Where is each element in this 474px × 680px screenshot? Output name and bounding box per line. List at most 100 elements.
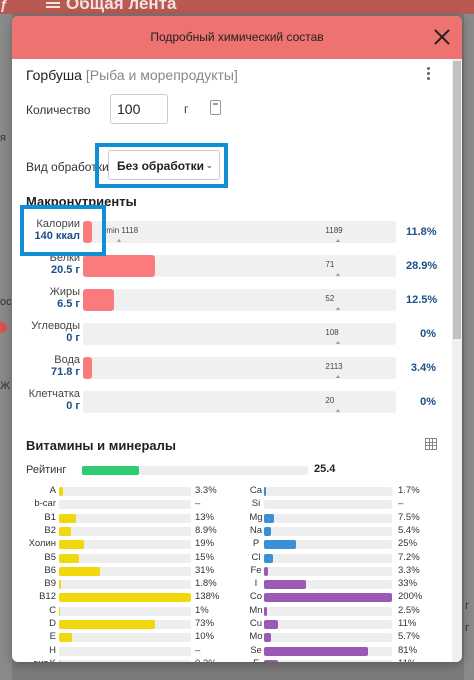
mineral-name: I — [254, 578, 258, 590]
mineral-bar — [264, 580, 392, 590]
more-options-icon[interactable] — [426, 67, 432, 81]
background-text: ос — [0, 296, 12, 308]
vitamin-percent: 73% — [195, 618, 215, 629]
macro-percent: 11.8% — [406, 226, 437, 238]
vitamin-bar-fill — [59, 540, 85, 550]
vitamin-name: B12 — [39, 591, 56, 603]
mineral-percent: 25% — [398, 538, 418, 550]
vitamin-name: H — [49, 644, 56, 656]
mineral-percent: 81% — [398, 644, 418, 656]
macro-percent: 0% — [420, 328, 436, 340]
macro-bar-fill — [83, 289, 115, 311]
processing-select[interactable]: Без обработки ⌄ — [108, 150, 220, 180]
mineral-bar-fill — [264, 513, 274, 523]
macro-tick-label: 71 — [325, 260, 335, 269]
background-left-panel — [0, 14, 12, 680]
background-text: г — [465, 622, 470, 634]
macro-tick-label: 1189 — [325, 226, 343, 235]
vitamin-percent: 15% — [195, 551, 215, 563]
vitamin-name: B2 — [44, 524, 56, 536]
scrollbar-thumb[interactable] — [453, 61, 461, 339]
processing-label: Вид обработки — [26, 160, 109, 174]
processing-value: Без обработки — [117, 159, 205, 173]
background-text: Ж — [0, 380, 11, 392]
background-text: я — [0, 132, 6, 144]
macro-value: 0 г — [66, 332, 80, 344]
mineral-bar — [264, 659, 392, 662]
mineral-percent: 5.7% — [398, 631, 420, 643]
mineral-percent: 7.2% — [398, 551, 420, 563]
macro-percent: 12.5% — [406, 294, 438, 306]
close-icon[interactable] — [430, 25, 454, 49]
quantity-input[interactable]: 100 — [110, 94, 168, 124]
vitamin-name: C — [49, 604, 56, 616]
macro-tick-marker — [336, 341, 341, 344]
vitamin-percent: 138% — [195, 591, 220, 603]
mineral-bar-fill — [264, 659, 279, 662]
macro-name: Калории — [36, 218, 80, 230]
macro-bar-fill — [83, 255, 155, 277]
vitamin-bar — [59, 553, 191, 563]
vitamin-name: B1 — [44, 511, 56, 523]
mineral-percent: – — [398, 498, 404, 510]
macro-tick-marker — [336, 409, 341, 412]
rating-fill — [82, 466, 139, 475]
vitamin-bar — [59, 606, 191, 616]
mineral-bar — [264, 553, 392, 563]
mineral-name: Ca — [249, 485, 263, 496]
menu-icon[interactable] — [46, 0, 60, 8]
macro-tick-marker — [117, 239, 122, 242]
macro-tick-label: 2113 — [325, 362, 343, 371]
vitamin-percent: 1.8% — [195, 578, 217, 590]
macro-value: 71.8 г — [50, 366, 80, 378]
macro-tick-label: 52 — [325, 294, 335, 303]
vitamin-bar-fill — [59, 526, 71, 536]
vitamin-percent: – — [195, 498, 201, 510]
macro-bar-fill — [83, 221, 93, 243]
macro-value: 0 г — [66, 400, 80, 412]
app-header — [0, 0, 474, 14]
macro-name: Углеводы — [31, 320, 80, 332]
food-category: [Рыба и морепродукты] — [85, 67, 238, 83]
background-badge — [0, 322, 7, 333]
mineral-name: P — [252, 538, 260, 550]
macro-name: Клетчатка — [28, 388, 80, 400]
macro-bar: 52 — [83, 289, 396, 311]
mineral-bar-fill — [264, 580, 307, 590]
mineral-bar — [264, 540, 392, 550]
vitamin-name: A — [49, 485, 56, 496]
macro-tick-label: min 1118 — [106, 226, 139, 235]
macro-bar: 20 — [83, 391, 396, 413]
highlight-box — [20, 205, 106, 256]
mineral-name: Na — [249, 524, 263, 536]
mineral-percent: 3.3% — [398, 564, 420, 576]
mineral-percent: 33% — [398, 578, 418, 590]
mineral-percent: 2.5% — [398, 604, 420, 616]
modal-title: Подробный химический состав — [150, 30, 324, 44]
chemical-composition-modal: Подробный химический состав Горбуша [Рыб… — [12, 16, 462, 662]
macro-bar: 108 — [83, 323, 396, 345]
mineral-bar — [264, 606, 392, 616]
vitamin-name: B6 — [44, 564, 56, 576]
mineral-bar — [264, 513, 392, 523]
rating-label: Рейтинг — [26, 464, 67, 476]
mineral-percent: 200% — [398, 591, 423, 603]
mineral-bar-fill — [264, 620, 279, 629]
scrollbar[interactable] — [452, 59, 462, 662]
vitamin-name: B5 — [44, 551, 56, 563]
macro-tick-label: 108 — [325, 328, 339, 337]
macro-tick-marker — [336, 273, 341, 276]
vitamin-name: b-car — [34, 498, 56, 510]
macro-percent: 3.4% — [410, 362, 436, 374]
mineral-bar — [264, 526, 392, 536]
rating-bar — [82, 466, 308, 475]
calculator-icon[interactable] — [210, 100, 221, 115]
mineral-percent: 5.4% — [398, 524, 420, 536]
vitamins-title: Витамины и минералы — [26, 438, 176, 453]
mineral-percent: 11% — [398, 618, 417, 629]
mineral-bar-fill — [264, 487, 267, 496]
macro-value: 6.5 г — [57, 298, 80, 310]
food-name: Горбуша — [26, 67, 82, 83]
mineral-name: Mg — [249, 511, 263, 523]
table-icon[interactable] — [425, 438, 437, 450]
